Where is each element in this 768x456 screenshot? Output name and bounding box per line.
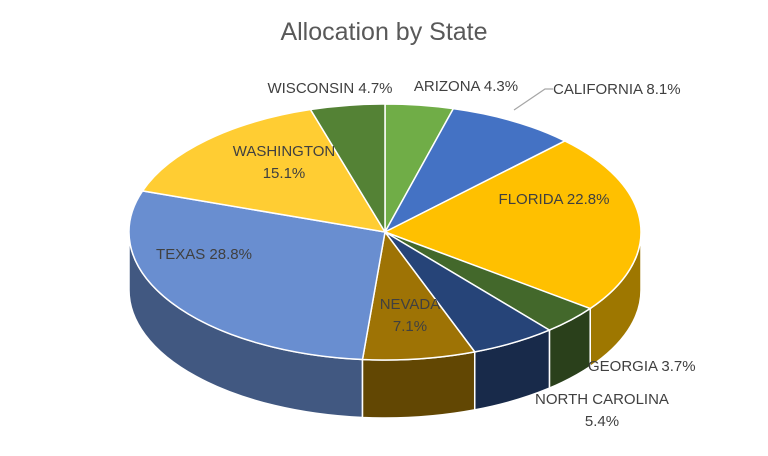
pie-slice-california (383, 107, 567, 234)
data-label-texas: TEXAS 28.8% (156, 246, 252, 263)
data-label-washington: WASHINGTON (233, 143, 336, 160)
pie-slice-nevada (361, 230, 477, 361)
data-label-nevada: NEVADA (380, 296, 441, 313)
pie-slice-washington (141, 108, 387, 234)
chart-title: Allocation by State (280, 18, 488, 46)
data-label-arizona: ARIZONA 4.3% (414, 78, 518, 95)
pie-slice-florida (383, 140, 642, 310)
data-label-nevada: 7.1% (393, 318, 427, 335)
pie-side-nevada (361, 350, 476, 419)
data-label-washington: 15.1% (263, 165, 306, 182)
data-label-north-carolina: NORTH CAROLINA (535, 391, 669, 408)
pie-slice-wisconsin (309, 103, 386, 235)
data-label-wisconsin: WISCONSIN 4.7% (267, 80, 392, 97)
pie-slice-texas (128, 190, 386, 361)
data-label-florida: FLORIDA 22.8% (499, 191, 610, 208)
data-label-georgia: GEORGIA 3.7% (588, 358, 696, 375)
data-label-north-carolina: 5.4% (585, 413, 619, 430)
leader-line-california (513, 88, 553, 111)
data-label-california: CALIFORNIA 8.1% (553, 81, 681, 98)
